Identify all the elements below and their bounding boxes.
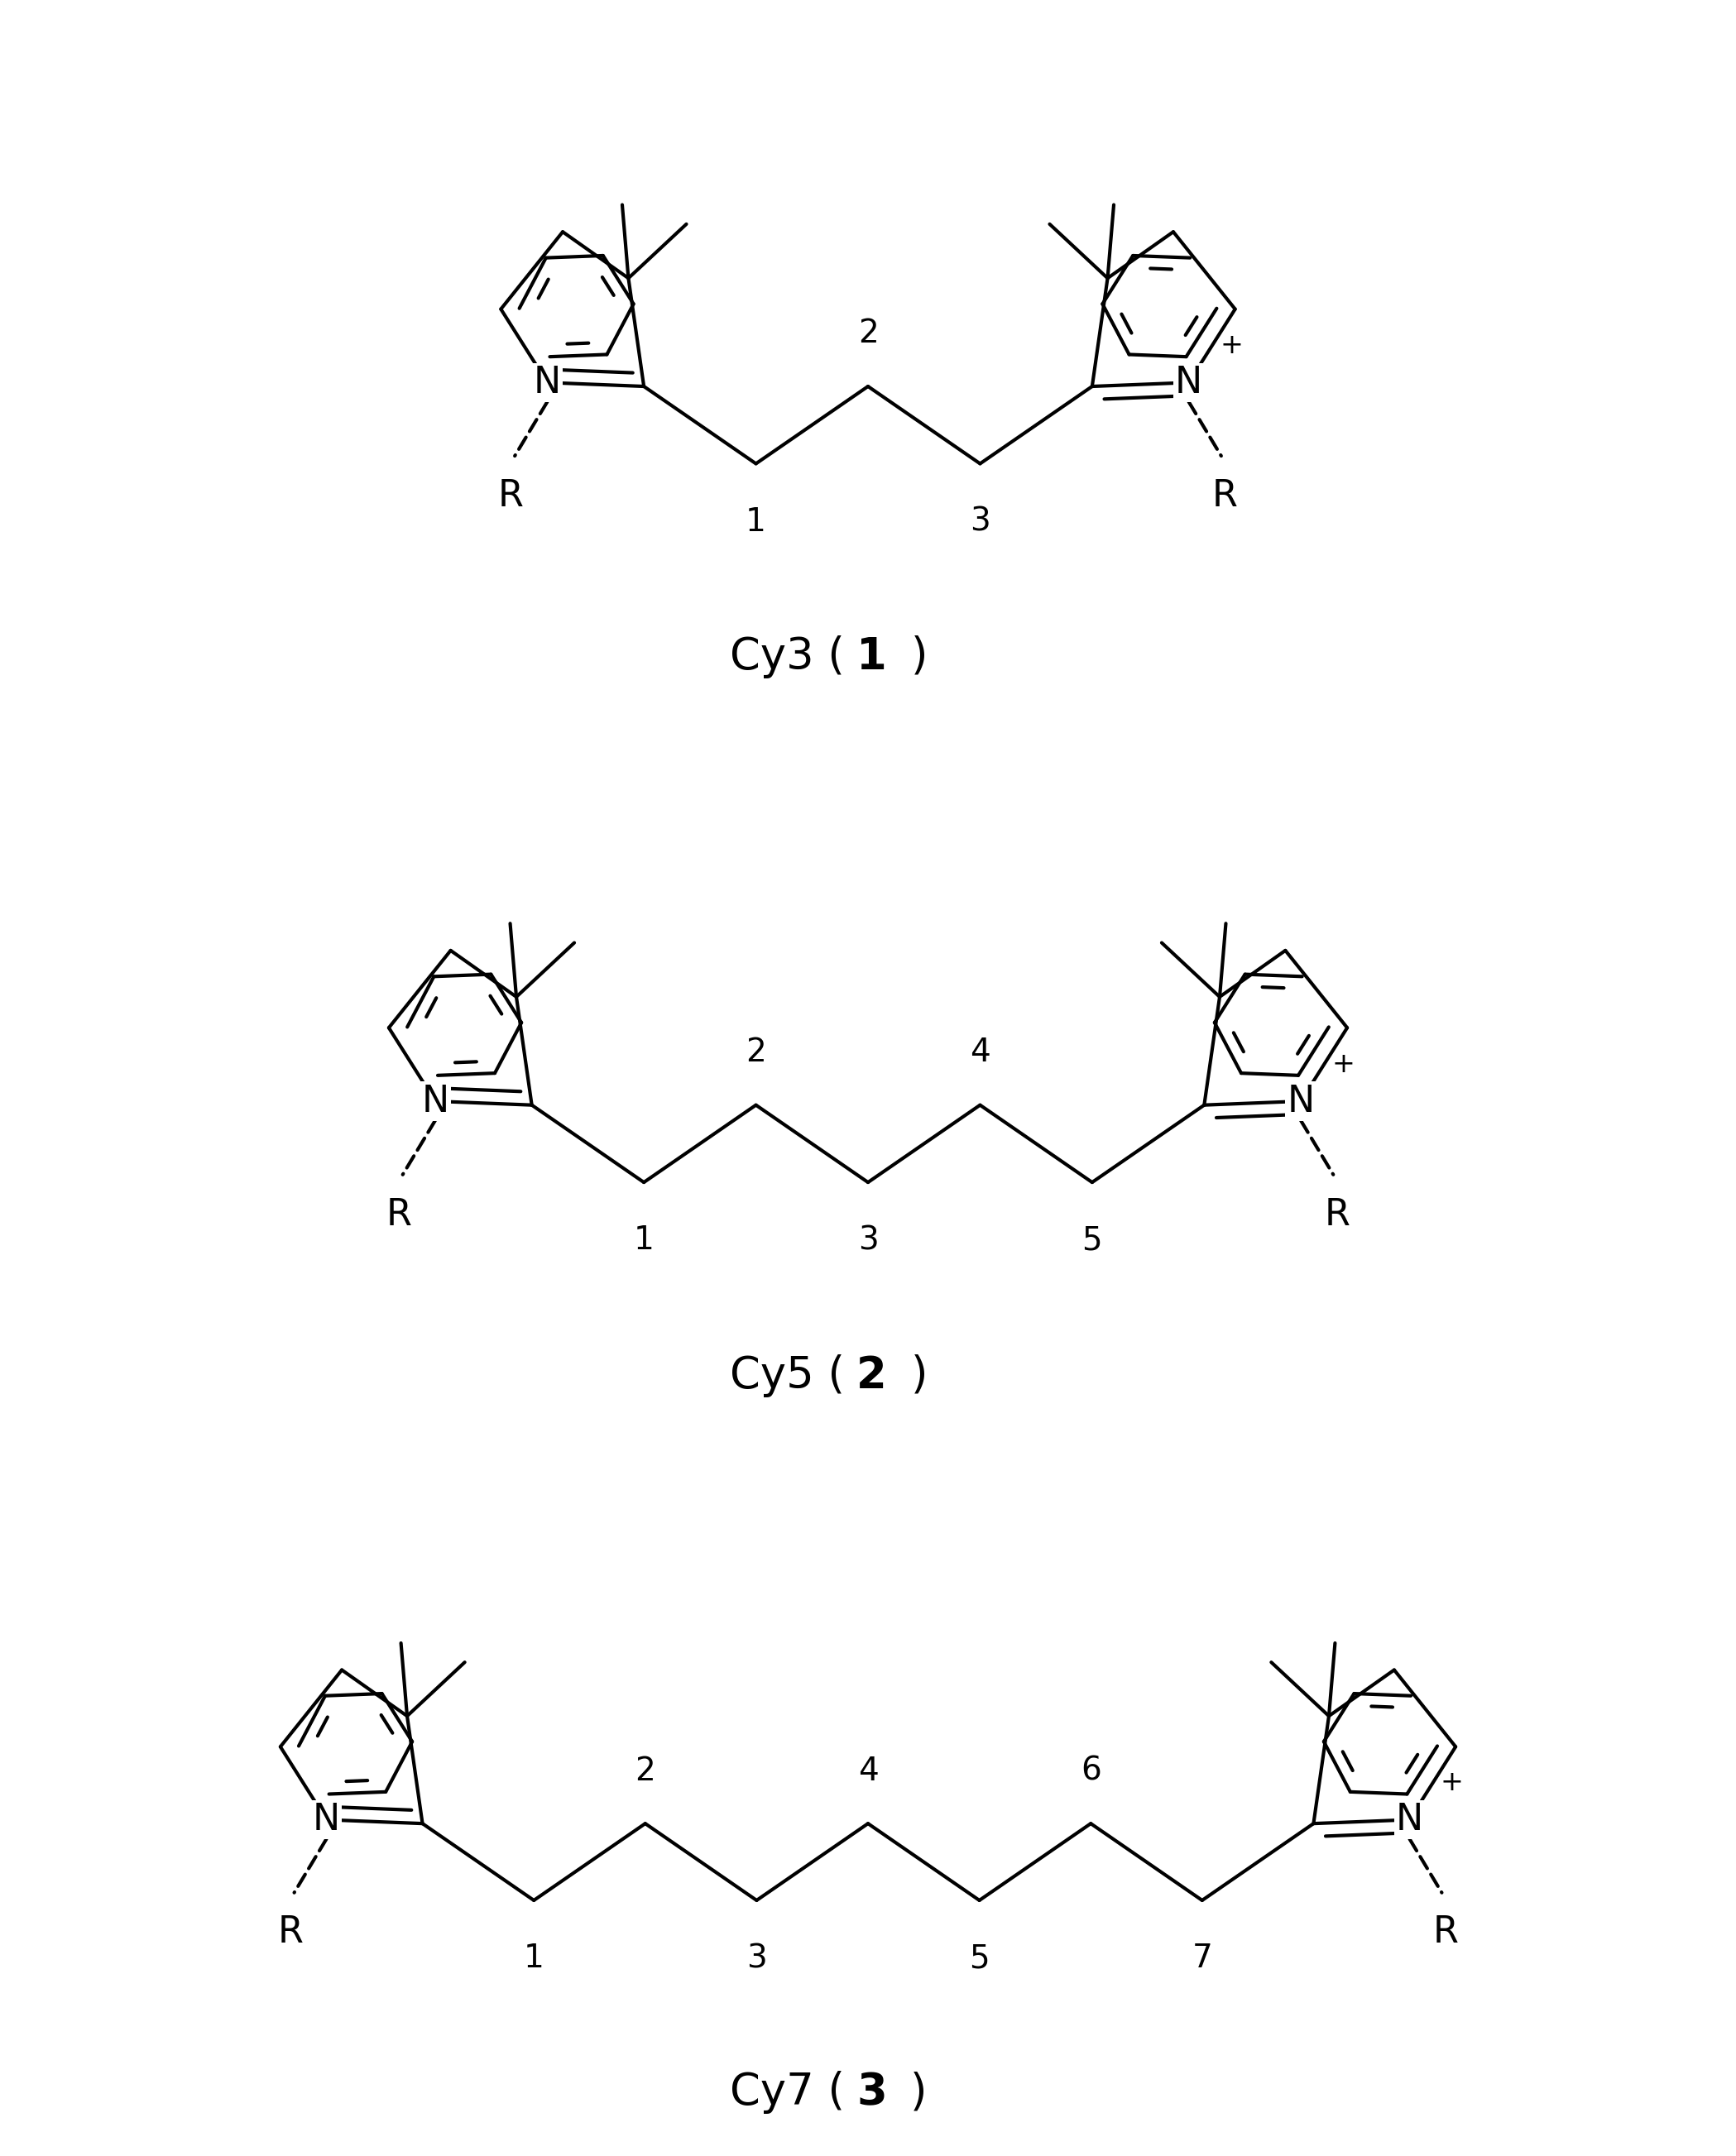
- Text: R: R: [1432, 1915, 1458, 1951]
- Text: N: N: [1396, 1802, 1424, 1837]
- Text: 2: 2: [746, 1037, 766, 1067]
- Text: 1: 1: [856, 636, 887, 679]
- Text: 4: 4: [858, 1755, 878, 1787]
- Text: R: R: [1212, 479, 1238, 513]
- Text: 2: 2: [858, 317, 878, 349]
- Text: R: R: [1325, 1197, 1351, 1233]
- Text: N: N: [1286, 1084, 1314, 1119]
- Text: 3: 3: [970, 507, 990, 537]
- Text: 3: 3: [858, 1225, 878, 1257]
- Text: Cy5 (: Cy5 (: [729, 1354, 845, 1397]
- Text: R: R: [498, 479, 524, 513]
- Text: R: R: [385, 1197, 411, 1233]
- Text: 5: 5: [969, 1943, 990, 1975]
- Text: 5: 5: [1082, 1225, 1102, 1257]
- Text: 2: 2: [635, 1755, 656, 1787]
- Text: ): ): [910, 2072, 927, 2113]
- Text: R: R: [278, 1915, 304, 1951]
- Text: ): ): [910, 1354, 927, 1397]
- Text: 2: 2: [856, 1354, 887, 1397]
- Text: 3: 3: [856, 2072, 887, 2113]
- Text: N: N: [1175, 364, 1203, 401]
- Text: 1: 1: [746, 507, 766, 537]
- Text: Cy3 (: Cy3 (: [729, 636, 845, 679]
- Text: 1: 1: [524, 1943, 543, 1975]
- Text: N: N: [533, 364, 561, 401]
- Text: 3: 3: [746, 1943, 767, 1975]
- Text: +: +: [1332, 1050, 1354, 1078]
- Text: 4: 4: [970, 1037, 990, 1067]
- Text: +: +: [1441, 1770, 1463, 1796]
- Text: N: N: [312, 1802, 340, 1837]
- Text: N: N: [422, 1084, 450, 1119]
- Text: ): ): [910, 636, 927, 679]
- Text: 7: 7: [1193, 1943, 1212, 1975]
- Text: +: +: [1220, 332, 1243, 360]
- Text: 6: 6: [1080, 1755, 1101, 1787]
- Text: 1: 1: [634, 1225, 654, 1257]
- Text: Cy7 (: Cy7 (: [729, 2072, 845, 2113]
